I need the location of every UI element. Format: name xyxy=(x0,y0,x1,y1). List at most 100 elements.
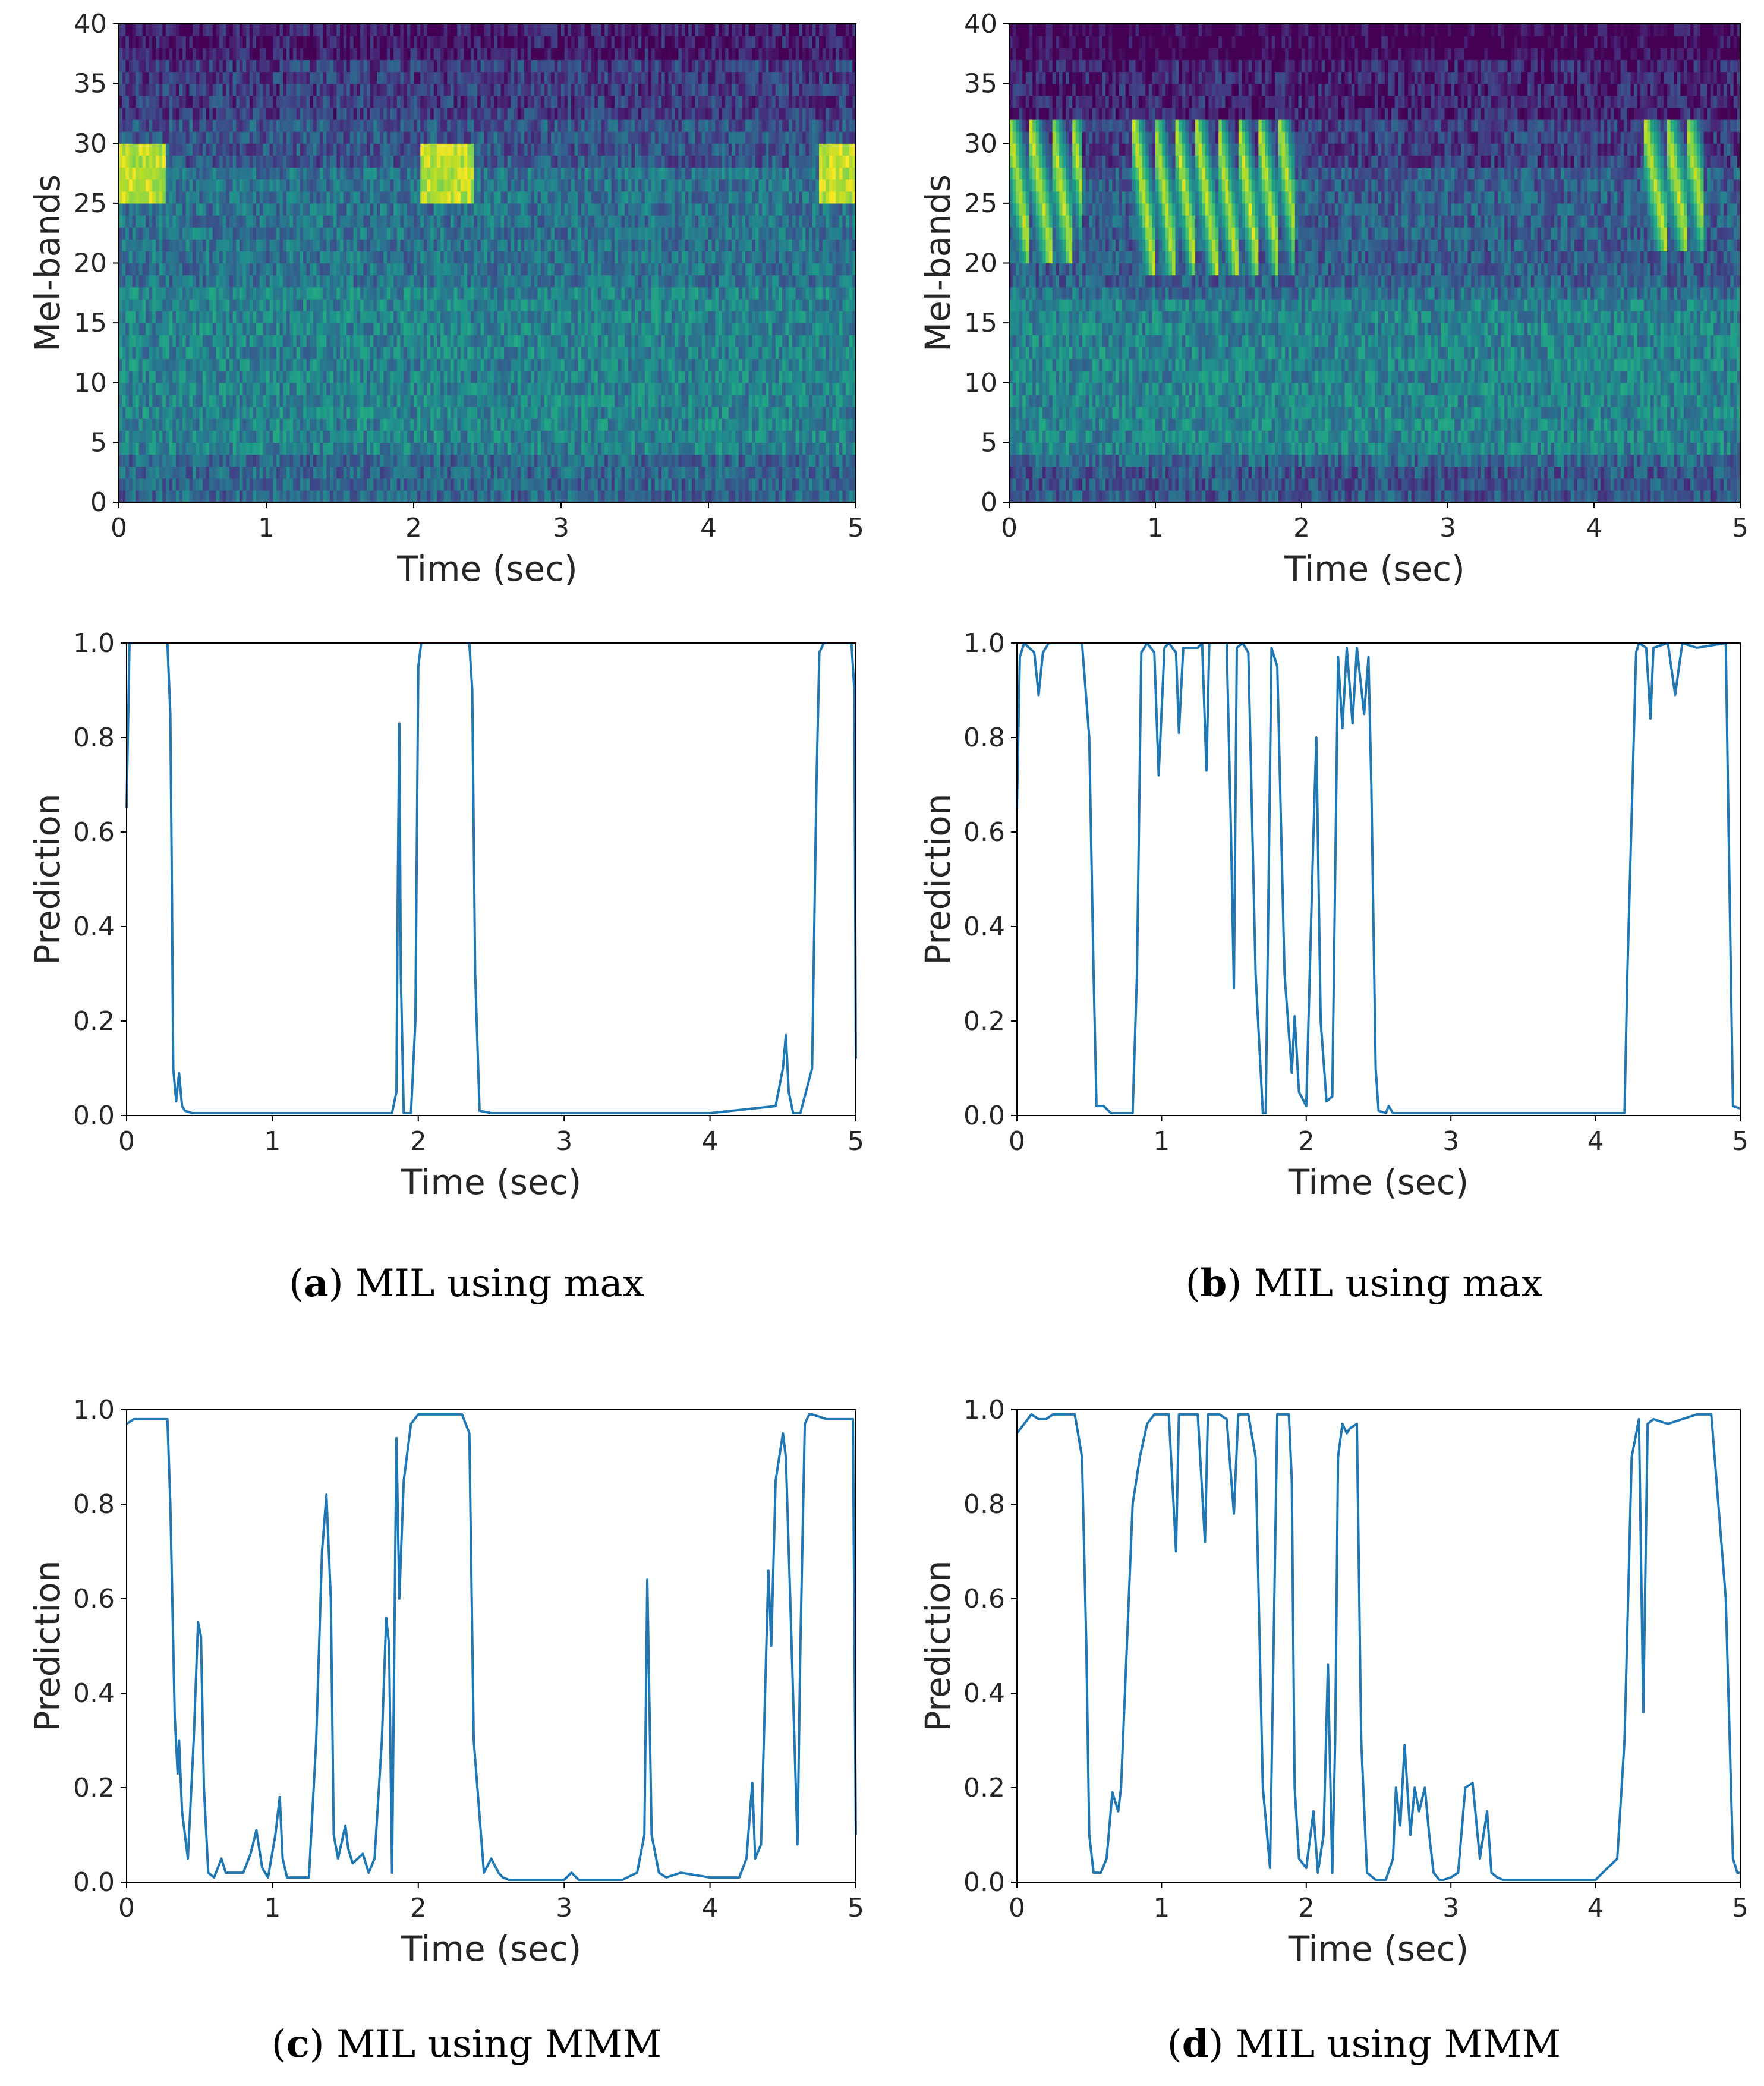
spec-a-cell xyxy=(152,263,156,276)
spec-a-cell xyxy=(718,239,723,251)
spec-a-cell xyxy=(755,370,760,383)
spec-a-cell xyxy=(611,454,615,467)
spec-a-cell xyxy=(852,323,856,335)
spec-a-cell xyxy=(470,454,475,467)
spec-a-cell xyxy=(453,418,458,431)
spec-a-cell xyxy=(457,382,461,395)
spec-a-cell xyxy=(568,466,572,479)
spec-a-cell xyxy=(748,442,752,455)
spec-a-cell xyxy=(447,227,451,240)
spec-a-cell xyxy=(246,407,250,419)
spec-a-cell xyxy=(521,286,525,300)
spec-a-cell xyxy=(547,394,552,407)
spec-a-cell xyxy=(373,490,377,503)
spec-a-cell xyxy=(162,335,166,347)
spec-a-cell xyxy=(146,394,150,407)
spec-a-cell xyxy=(300,490,304,503)
spec-a-cell xyxy=(222,311,226,323)
spec-a-cell xyxy=(443,346,448,360)
spec-a-cell xyxy=(316,286,320,300)
spec-a-cell xyxy=(263,430,267,443)
spec-a-cell xyxy=(698,263,703,276)
spec-a-cell xyxy=(688,490,692,503)
spec-a-cell xyxy=(122,454,126,467)
spec-a-cell xyxy=(172,382,177,395)
spec-a-cell xyxy=(631,466,635,479)
spec-a-cell xyxy=(638,382,642,395)
spec-a-cell xyxy=(330,478,334,491)
spec-a-cell xyxy=(852,466,856,479)
spec-a-cell xyxy=(400,323,404,335)
spec-a-cell xyxy=(470,286,475,300)
spec-a-cell xyxy=(346,382,351,395)
spec-a-cell xyxy=(561,323,565,335)
spec-a-cell xyxy=(779,323,783,335)
spec-a-cell xyxy=(407,358,411,371)
spec-a-cell xyxy=(179,394,183,407)
spec-a-cell xyxy=(578,407,582,419)
spec-a-cell xyxy=(782,394,786,407)
spec-a-cell xyxy=(607,263,612,276)
spec-a-cell xyxy=(511,454,515,467)
spec-a-cell xyxy=(226,323,230,335)
spec-a-cell xyxy=(386,454,391,467)
spec-a-cell xyxy=(839,454,843,467)
spec-a-cell xyxy=(336,430,341,443)
spec-a-cell xyxy=(407,275,411,288)
spec-a-cell xyxy=(487,239,492,251)
spec-a-cell xyxy=(641,478,645,491)
spec-a-cell xyxy=(738,478,742,491)
spec-a-cell xyxy=(138,346,143,360)
spec-a-cell xyxy=(474,478,478,491)
spec-a-cell xyxy=(206,382,210,395)
spec-a-cell xyxy=(708,286,713,300)
spec-a-cell xyxy=(638,370,642,383)
spec-a-cell xyxy=(561,358,565,371)
spec-a-cell xyxy=(229,239,234,251)
spec-a-cell xyxy=(128,358,133,371)
spec-a-cell xyxy=(396,311,401,323)
spec-a-cell xyxy=(196,323,200,335)
spec-a-cell xyxy=(330,227,334,240)
spec-a-cell xyxy=(698,370,703,383)
spec-a-cell xyxy=(604,239,609,251)
spec-a-cell xyxy=(357,478,361,491)
spec-a-cell xyxy=(765,394,770,407)
spec-a-cell xyxy=(675,263,679,276)
spec-a-cell xyxy=(209,466,213,479)
spec-a-cell xyxy=(490,358,494,371)
spec-a-cell xyxy=(745,370,749,383)
spec-a-cell xyxy=(615,311,619,323)
spec-a-cell xyxy=(420,358,424,371)
spec-a-cell xyxy=(474,263,478,276)
spec-a-cell xyxy=(467,335,471,347)
spec-a-cell xyxy=(809,275,813,288)
spec-a-cell xyxy=(136,430,140,443)
spec-a-cell xyxy=(511,346,515,360)
spec-a-cell xyxy=(839,263,843,276)
spec-a-cell xyxy=(779,442,783,455)
spec-a-cell xyxy=(711,430,716,443)
spec-a-cell xyxy=(768,358,773,371)
spec-a-cell xyxy=(474,286,478,300)
spec-a-cell xyxy=(266,407,270,419)
spec-a-cell xyxy=(212,286,217,300)
spec-a-cell xyxy=(728,323,733,335)
spec-a-cell xyxy=(715,263,719,276)
spec-a-cell xyxy=(216,478,220,491)
spec-a-cell xyxy=(199,478,203,491)
spec-a-cell xyxy=(625,286,629,300)
spec-a-cell xyxy=(772,311,776,323)
spec-a-cell xyxy=(296,382,300,395)
spec-a-cell xyxy=(732,323,736,335)
spec-a-cell xyxy=(453,251,458,264)
spec-a-cell xyxy=(423,407,428,419)
spec-a-cell xyxy=(193,358,197,371)
spec-a-cell xyxy=(621,358,625,371)
spec-a-cell xyxy=(467,227,471,240)
spec-a-cell xyxy=(263,407,267,419)
spec-a-cell xyxy=(226,418,230,431)
spec-a-cell xyxy=(678,275,682,288)
spec-a-cell xyxy=(457,442,461,455)
spec-a-cell xyxy=(812,251,816,264)
